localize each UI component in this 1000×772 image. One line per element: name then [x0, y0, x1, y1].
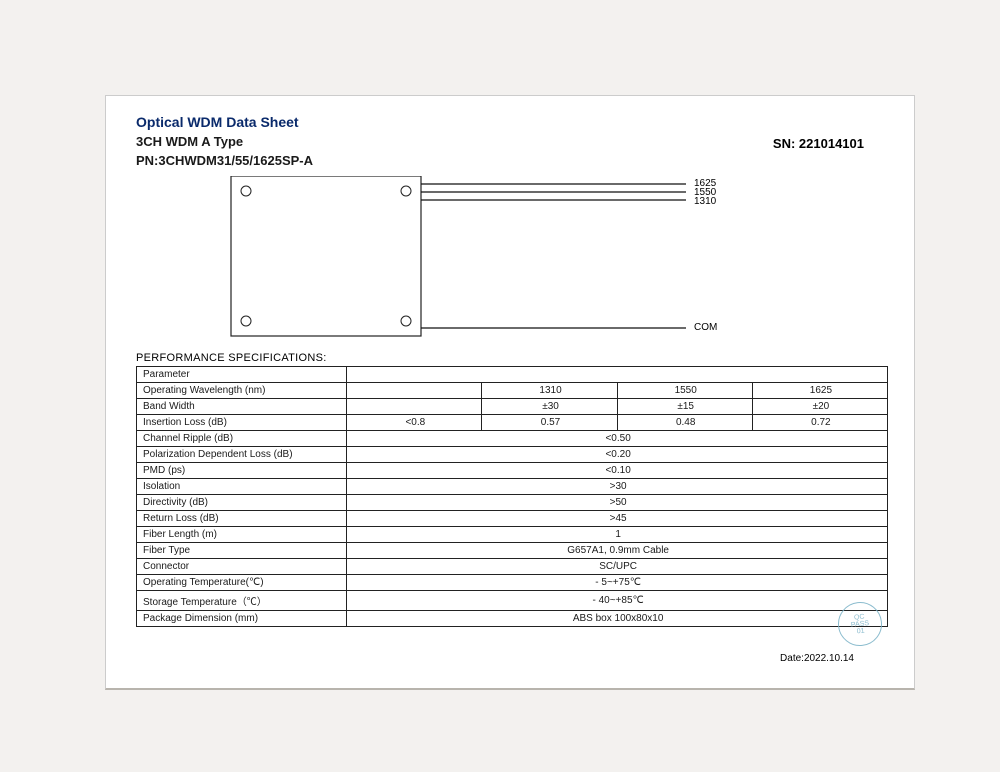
value-cell: SC/UPC [347, 559, 888, 575]
table-row: Fiber TypeG657A1, 0.9mm Cable [137, 543, 888, 559]
table-row: Fiber Length (m)1 [137, 527, 888, 543]
table-row: Polarization Dependent Loss (dB)<0.20 [137, 447, 888, 463]
datasheet-page: Optical WDM Data Sheet 3CH WDM A Type PN… [105, 95, 915, 690]
value-cell: ±15 [617, 399, 752, 415]
value-cell: <0.20 [347, 447, 888, 463]
table-row: Operating Wavelength (nm) 131015501625 [137, 383, 888, 399]
param-cell: PMD (ps) [137, 463, 347, 479]
specs-heading: PERFORMANCE SPECIFICATIONS: [136, 352, 914, 364]
value-cell: ±20 [752, 399, 887, 415]
value-cell: 1310 [482, 383, 617, 399]
param-cell: Band Width [137, 399, 347, 415]
value-cell: ABS box 100x80x10 [347, 611, 888, 627]
value-cell [347, 367, 888, 383]
param-cell: Fiber Length (m) [137, 527, 347, 543]
sn-label: SN: [773, 136, 795, 151]
value-cell: 0.57 [482, 415, 617, 431]
sn-value: 221014101 [799, 136, 864, 151]
table-row: Band Width ±30±15±20 [137, 399, 888, 415]
param-cell: Return Loss (dB) [137, 511, 347, 527]
table-row: Storage Temperature（℃）- 40~+85℃ [137, 591, 888, 611]
table-row: ConnectorSC/UPC [137, 559, 888, 575]
value-cell: ±30 [482, 399, 617, 415]
header-block: Optical WDM Data Sheet 3CH WDM A Type PN… [106, 96, 914, 176]
port-label-com: COM [694, 322, 717, 333]
serial-number: SN: 221014101 [773, 136, 864, 151]
table-row: Isolation>30 [137, 479, 888, 495]
value-cell: <0.10 [347, 463, 888, 479]
param-cell: Insertion Loss (dB) [137, 415, 347, 431]
diagram-svg [136, 176, 888, 344]
stamp-line3: 01 [856, 627, 864, 635]
table-row: Channel Ripple (dB)<0.50 [137, 431, 888, 447]
param-cell: Parameter [137, 367, 347, 383]
footer-date: Date:2022.10.14 [780, 653, 854, 664]
value-cell [347, 383, 482, 399]
table-row: Parameter [137, 367, 888, 383]
param-cell: Storage Temperature（℃） [137, 591, 347, 611]
doc-title: Optical WDM Data Sheet [136, 114, 889, 130]
table-row: Directivity (dB)>50 [137, 495, 888, 511]
value-cell: - 40~+85℃ [347, 591, 888, 611]
value-cell: - 5~+75℃ [347, 575, 888, 591]
value-cell: 0.72 [752, 415, 887, 431]
value-cell: G657A1, 0.9mm Cable [347, 543, 888, 559]
date-value: 2022.10.14 [804, 653, 854, 664]
table-row: PMD (ps)<0.10 [137, 463, 888, 479]
value-cell: >50 [347, 495, 888, 511]
param-cell: Operating Temperature(℃) [137, 575, 347, 591]
value-cell [347, 399, 482, 415]
value-cell: <0.50 [347, 431, 888, 447]
param-cell: Fiber Type [137, 543, 347, 559]
table-row: Operating Temperature(℃)- 5~+75℃ [137, 575, 888, 591]
value-cell: 1 [347, 527, 888, 543]
device-diagram: 1625 1550 1310 COM [136, 176, 889, 344]
value-cell: 1625 [752, 383, 887, 399]
param-cell: Isolation [137, 479, 347, 495]
port-label-1310: 1310 [694, 196, 716, 207]
value-cell: 0.48 [617, 415, 752, 431]
param-cell: Directivity (dB) [137, 495, 347, 511]
part-number: PN:3CHWDM31/55/1625SP-A [136, 153, 889, 168]
table-row: Insertion Loss (dB)<0.80.570.480.72 [137, 415, 888, 431]
table-row: Package Dimension (mm)ABS box 100x80x10 [137, 611, 888, 627]
table-row: Return Loss (dB)>45 [137, 511, 888, 527]
param-cell: Connector [137, 559, 347, 575]
param-cell: Operating Wavelength (nm) [137, 383, 347, 399]
param-cell: Package Dimension (mm) [137, 611, 347, 627]
value-cell: >45 [347, 511, 888, 527]
param-cell: Channel Ripple (dB) [137, 431, 347, 447]
value-cell: >30 [347, 479, 888, 495]
param-cell: Polarization Dependent Loss (dB) [137, 447, 347, 463]
value-cell: <0.8 [347, 415, 482, 431]
date-label: Date: [780, 653, 804, 664]
specs-table: ParameterOperating Wavelength (nm) 131015… [136, 366, 888, 627]
value-cell: 1550 [617, 383, 752, 399]
